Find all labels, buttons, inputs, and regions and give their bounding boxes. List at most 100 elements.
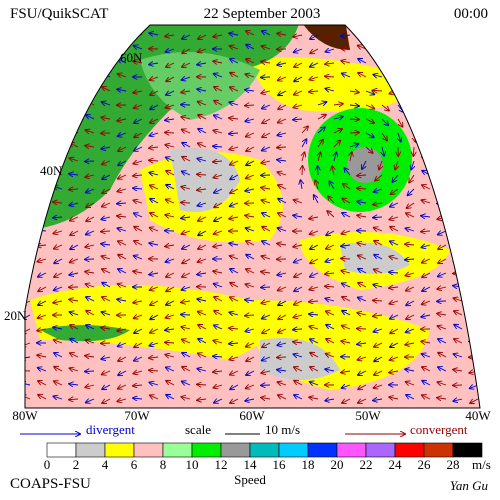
footer-right: Yan Gu [450,478,489,493]
wind-arrow [102,203,111,207]
wind-arrow [373,75,383,77]
wind-arrow [389,62,399,63]
wind-arrow [214,101,223,106]
wind-arrow [374,385,383,388]
wind-arrow [389,371,399,373]
wind-arrow [182,130,191,133]
wind-arrow [70,259,79,262]
wind-arrow [389,287,399,288]
wind-arrow [37,259,47,262]
wind-arrow [422,49,431,53]
wind-arrow [405,244,415,245]
wind-arrow [246,146,255,151]
wind-arrow [358,297,367,301]
wind-arrow [181,327,191,329]
wind-arrow [437,314,447,315]
wind-arrow [150,314,159,319]
wind-arrow [277,133,287,135]
wind-arrow [374,356,383,361]
wind-arrow [397,118,402,127]
wind-arrow [277,63,287,65]
wind-arrow [309,301,319,302]
wind-arrow [357,175,367,176]
lat-label: 60N [120,50,143,65]
wind-arrow [409,174,415,183]
colorbar-bin [249,442,280,458]
wind-arrow [118,160,127,165]
wind-arrow [470,87,479,92]
wind-arrow [358,59,367,64]
colorbar: 0 2 4 6 8 10 12 14 16 18 20 22 24 26 28 m/s [44,442,491,472]
wind-arrow [69,384,79,385]
lon-label: 70W [124,408,150,423]
wind-arrow [229,133,239,134]
wind-arrow [214,115,223,119]
wind-arrow [198,312,207,315]
wind-arrow [150,77,159,80]
wind-arrow [37,329,47,331]
wind-arrow [422,259,431,263]
wind-arrow [293,35,303,37]
colorbar-label: 28 [447,457,460,472]
wind-arrow [38,185,47,190]
wind-arrow [54,157,63,162]
wind-arrow [182,48,191,53]
map [25,25,480,408]
wind-arrow [69,89,79,91]
wind-arrow [262,105,271,109]
wind-arrow [213,130,223,133]
wind-arrow [329,181,335,190]
wind-arrow [358,399,367,403]
wind-arrow [278,185,287,189]
wind-arrow [246,370,255,375]
wind-arrow [25,91,31,95]
wind-arrow [165,342,175,343]
wind-arrow [101,117,111,119]
wind-arrow [454,35,463,39]
wind-arrow [86,87,95,91]
wind-arrow [341,371,351,373]
wind-arrow [390,227,399,232]
wind-arrow [70,312,79,315]
wind-arrow [422,354,431,357]
wind-arrow [213,161,223,162]
wind-arrow [134,328,143,333]
wind-arrow [262,132,271,137]
wind-arrow [246,160,255,165]
wind-arrow [37,355,47,357]
wind-arrow [85,74,95,77]
wind-arrow [342,385,351,388]
wind-arrow [310,382,319,385]
wind-arrow [469,258,479,259]
wind-arrow [85,49,95,50]
wind-arrow [214,202,223,207]
wind-arrow [343,184,351,190]
wind-arrow [182,258,191,263]
wind-arrow [245,119,255,121]
wind-arrow [395,160,398,170]
wind-arrow [118,284,127,287]
wind-arrow [437,172,447,175]
wind-arrow [25,357,31,359]
wind-arrow [342,198,351,204]
wind-arrow [134,213,143,217]
wind-arrow [53,117,63,119]
wind-arrow [438,353,447,358]
wind-arrow [390,315,399,319]
wind-arrow [246,228,255,231]
wind-arrow [25,147,31,149]
wind-arrow [25,118,31,123]
wind-arrow [310,339,319,343]
wind-arrow [278,395,287,399]
wind-arrow [469,245,479,246]
wind-arrow [229,243,239,245]
wind-arrow [278,228,287,231]
wind-arrow [25,383,31,385]
wind-arrow [261,301,271,303]
wind-arrow [245,284,255,287]
wind-arrow [54,381,63,385]
wind-arrow [293,315,303,317]
wind-arrow [118,356,127,361]
wind-arrow [310,48,319,53]
wind-arrow [134,357,143,361]
